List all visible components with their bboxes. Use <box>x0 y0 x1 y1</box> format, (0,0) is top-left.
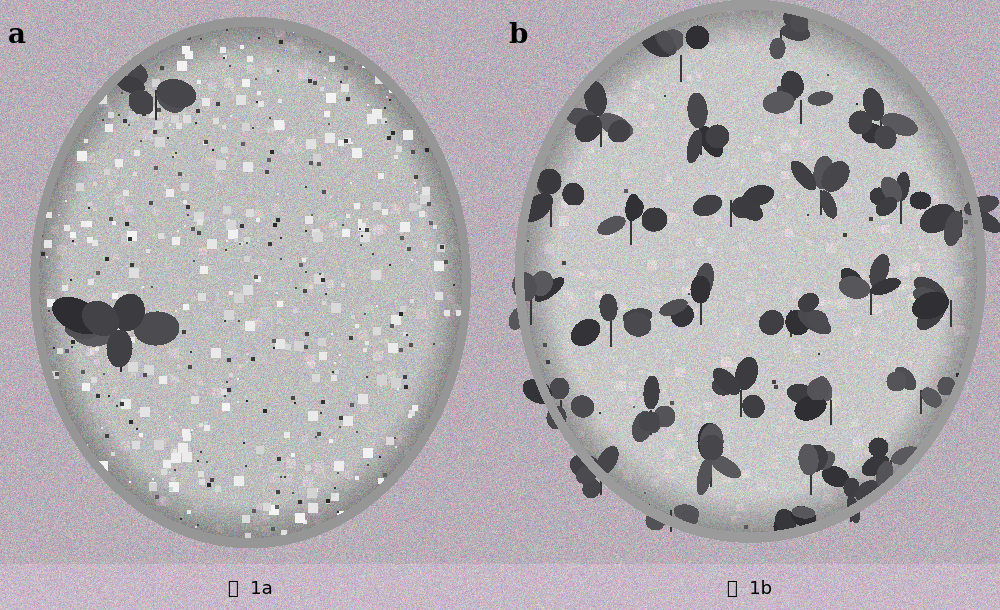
Text: 图  1b: 图 1b <box>727 580 773 598</box>
Text: 图  1a: 图 1a <box>228 580 272 598</box>
Text: a: a <box>8 22 26 49</box>
Text: b: b <box>508 22 527 49</box>
